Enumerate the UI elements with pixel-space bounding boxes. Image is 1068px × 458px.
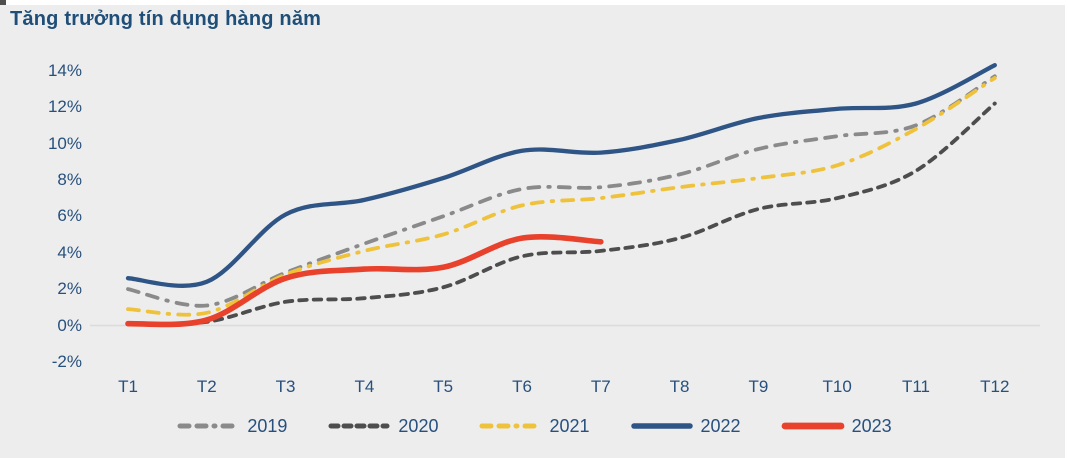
y-tick-label: 14% xyxy=(47,60,82,80)
y-tick-label: -2% xyxy=(51,351,82,371)
x-tick-label: T3 xyxy=(275,377,296,396)
legend-entry-2021: 2021 xyxy=(478,415,590,437)
x-tick-label: T12 xyxy=(980,377,1010,396)
legend-label-2023: 2023 xyxy=(851,415,892,436)
x-tick-label: T8 xyxy=(669,377,690,396)
x-tick-label: T9 xyxy=(748,377,769,396)
x-tick-label: T6 xyxy=(512,377,532,396)
legend-entry-2023: 2023 xyxy=(781,416,892,437)
series-line-2020 xyxy=(126,101,997,326)
y-tick-label: 8% xyxy=(57,169,82,189)
legend-line-sample-2020 xyxy=(328,423,390,429)
legend-label-2021: 2021 xyxy=(549,415,590,436)
legend-entry-2020: 2020 xyxy=(327,416,438,437)
series-line-2021 xyxy=(126,76,997,317)
x-tick-label: T2 xyxy=(196,377,217,396)
x-tick-label: T10 xyxy=(822,377,852,396)
y-tick-label: 2% xyxy=(57,279,82,299)
window-corner-artifact xyxy=(0,0,6,5)
x-tick-label: T4 xyxy=(354,377,375,396)
y-tick-label: 10% xyxy=(47,133,82,153)
series-line-2022 xyxy=(125,63,997,288)
legend-label-2022: 2022 xyxy=(700,415,741,436)
legend-entry-2022: 2022 xyxy=(630,416,741,437)
chart-card xyxy=(0,5,1065,458)
x-tick-label: T1 xyxy=(118,377,138,396)
legend-label-2020: 2020 xyxy=(398,415,439,436)
x-tick-label: T5 xyxy=(433,377,454,396)
y-tick-label: 0% xyxy=(57,315,82,335)
x-tick-label: T7 xyxy=(590,377,611,396)
x-tick-label: T11 xyxy=(901,377,931,396)
chart-title: Tăng trưởng tín dụng hàng năm xyxy=(10,8,322,30)
legend: 2019 2020 2021 2022 2023 xyxy=(0,408,1068,444)
legend-line-sample-2019 xyxy=(177,423,239,429)
y-tick-label: 6% xyxy=(57,206,82,226)
series-line-2023 xyxy=(125,234,604,328)
legend-entry-2019: 2019 xyxy=(176,416,287,437)
legend-label-2019: 2019 xyxy=(247,415,288,436)
y-tick-label: 4% xyxy=(57,242,82,262)
y-tick-label: 12% xyxy=(47,97,82,117)
legend-line-sample-2023 xyxy=(781,422,844,430)
legend-line-sample-2021 xyxy=(479,423,541,429)
legend-line-sample-2022 xyxy=(630,423,693,429)
